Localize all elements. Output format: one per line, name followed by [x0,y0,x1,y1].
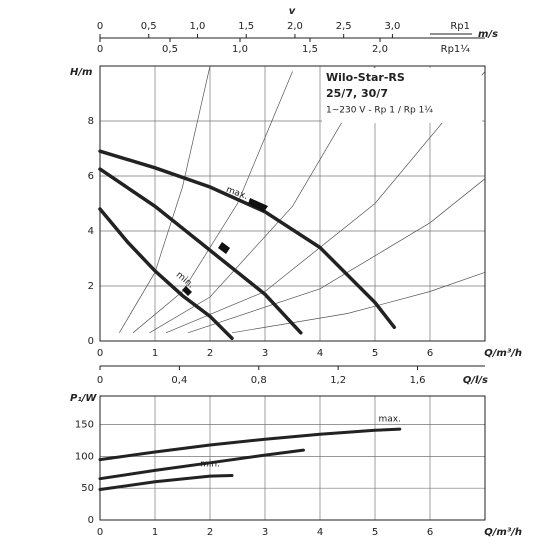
x-tick-label: 3 [262,348,268,359]
x-tick-label: 3 [262,527,268,538]
y-tick-label: 0 [88,336,94,347]
x-tick-label: 0 [97,527,103,538]
y-tick-label: 50 [81,483,94,494]
y-axis-label: H/m [70,67,92,78]
system-curve [187,178,486,334]
curve [98,427,402,462]
y-tick-label: 2 [88,281,94,292]
x-tick-label: 5 [372,348,378,359]
title-box [322,68,482,123]
x-tick-label: 4 [317,348,323,359]
tick-label: 0,5 [162,44,178,55]
x-tick-label: 5 [372,527,378,538]
plot-frame [99,395,486,521]
y-tick-label: 4 [88,226,94,237]
x-tick-label: 6 [427,527,433,538]
x-axis-label: Q/m³/h [484,527,522,538]
y-axis-label: P₁/W [70,393,97,404]
plot-frame [99,65,486,342]
curve-label: max. [379,415,401,425]
x-tick-label: 1 [152,348,158,359]
marker [182,286,192,296]
axis-label: v [289,6,296,17]
curve [98,149,397,330]
tick-label: 1,5 [238,21,254,32]
curve [98,474,234,491]
axis-label: m/s [478,29,498,40]
tick-label: 1,5 [302,44,318,55]
tick-label: 2,0 [372,44,388,55]
marker [218,242,230,254]
tick-label: 1,0 [190,21,206,32]
tick-label: 0,4 [171,375,187,386]
axis-name: Rp1¼ [441,43,471,55]
curve [98,167,303,335]
system-curve [231,271,486,334]
chart-title: Wilo-Star-RS [326,71,405,84]
x-tick-label: 1 [152,527,158,538]
system-curve [132,71,293,334]
tick-label: 2,5 [336,21,352,32]
tick-label: 0 [97,44,103,55]
system-curve [118,65,211,333]
axis-label: Q/l/s [463,375,488,386]
y-tick-label: 100 [75,451,94,462]
y-tick-label: 0 [88,515,94,526]
tick-label: 1,0 [232,44,248,55]
y-tick-label: 8 [88,116,94,127]
tick-label: 0,5 [141,21,157,32]
x-tick-label: 2 [207,527,213,538]
tick-label: 2,0 [287,21,303,32]
y-tick-label: 150 [75,420,94,431]
curve [98,448,305,481]
tick-label: 0 [97,375,103,386]
curve-label: min. [200,460,220,470]
chart-note: 1~230 V - Rp 1 / Rp 1¼ [326,106,433,116]
x-tick-label: 4 [317,527,323,538]
tick-label: 1,2 [330,375,346,386]
tick-label: 0,8 [251,375,267,386]
tick-label: 0 [97,21,103,32]
tick-label: 3,0 [384,21,400,32]
chart-subtitle: 25/7, 30/7 [326,87,388,100]
system-curve [149,65,376,334]
x-tick-label: 2 [207,348,213,359]
x-tick-label: 0 [97,348,103,359]
marker [248,198,268,212]
y-tick-label: 6 [88,171,94,182]
tick-label: 1,6 [410,375,426,386]
curve [98,207,234,341]
axis-name: Rp1 [450,21,470,32]
x-axis-label: Q/m³/h [484,348,522,359]
x-tick-label: 6 [427,348,433,359]
